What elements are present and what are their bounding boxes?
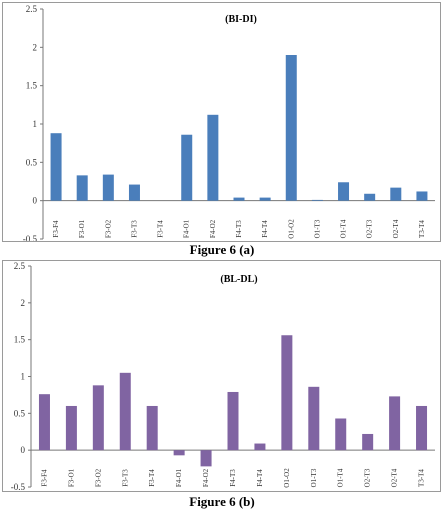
x-tick-label: O1-T3 xyxy=(310,468,318,487)
bar xyxy=(76,175,88,201)
bar xyxy=(233,197,245,201)
x-tick-label: O1-O2 xyxy=(283,468,291,488)
y-tick-label: -0.5 xyxy=(11,482,26,491)
chart-a: -0.5 0 0.5 1 1.5 2 2.5 (BI-DI) F3-F4 F3-O1 F3-O2 F3… xyxy=(2,2,441,242)
bar xyxy=(338,182,350,201)
x-tick-label: F3-O2 xyxy=(94,468,102,487)
bar xyxy=(181,134,193,201)
y-tick-label: 0.5 xyxy=(14,408,26,418)
x-tick-label: F3-O2 xyxy=(104,219,112,238)
bar xyxy=(38,394,50,451)
x-tick-label: F3-F4 xyxy=(40,469,48,487)
y-tick-label: 2.5 xyxy=(14,261,26,271)
bar xyxy=(102,174,114,201)
x-tick-label: F3-F4 xyxy=(52,220,60,238)
chart-title: (BL-DL) xyxy=(220,274,257,285)
bar xyxy=(259,197,271,201)
bar xyxy=(285,55,297,201)
bar xyxy=(173,450,185,456)
x-tick-label: F3-T3 xyxy=(121,469,129,487)
chart-b: -0.5 0 0.5 1 1.5 2 2.5 (BL-DL) F3-F4 F3-O1 F3-O2 F3… xyxy=(2,260,441,492)
y-tick-label: 0 xyxy=(33,196,38,206)
x-tick-label: O1-T4 xyxy=(340,219,348,238)
bar xyxy=(254,443,266,451)
x-tick-label: F4-O1 xyxy=(175,468,183,487)
bar xyxy=(146,405,158,451)
bar xyxy=(128,184,140,201)
y-tick-label: 2 xyxy=(21,298,26,308)
chart-b-plot: -0.5 0 0.5 1 1.5 2 2.5 (BL-DL) F3-F4 F3-O1 F3-O2 F3… xyxy=(11,261,435,491)
chart-a-plot: -0.5 0 0.5 1 1.5 2 2.5 (BI-DI) F3-F4 F3-O1 F3-O2 F3… xyxy=(23,4,435,241)
x-tick-label: F4-T3 xyxy=(229,469,237,487)
y-tick-label: 2.5 xyxy=(26,4,38,14)
x-tick-label: F3-T4 xyxy=(157,220,165,238)
bar xyxy=(335,418,347,451)
bar xyxy=(92,385,104,451)
x-tick-label: O2-T4 xyxy=(391,468,399,487)
chart-title: (BI-DI) xyxy=(225,14,257,25)
y-tick-label: 1 xyxy=(33,119,38,129)
bar xyxy=(200,450,212,467)
bar xyxy=(416,405,428,451)
figure-caption-b: Figure 6 (b) xyxy=(189,494,255,509)
bar xyxy=(416,191,428,201)
bar xyxy=(362,433,374,451)
y-tick-label: -0.5 xyxy=(23,234,38,241)
x-tick-label: O2-T4 xyxy=(392,219,400,238)
bar xyxy=(281,335,293,451)
x-tick-label: O1-T4 xyxy=(337,468,345,487)
bar xyxy=(50,133,62,201)
bar xyxy=(207,114,219,201)
bar xyxy=(390,187,402,201)
x-tick-label: F3-O1 xyxy=(78,219,86,238)
bar xyxy=(389,396,401,451)
y-tick-label: 1.5 xyxy=(26,81,38,91)
figure-caption-a: Figure 6 (a) xyxy=(189,242,255,257)
bar xyxy=(311,199,323,201)
bar xyxy=(364,193,376,201)
x-tick-label: O1-O2 xyxy=(287,219,295,239)
y-tick-label: 0 xyxy=(21,445,26,455)
bar xyxy=(308,386,320,451)
x-tick-label: F3-T4 xyxy=(148,469,156,487)
y-tick-label: 1 xyxy=(21,372,26,382)
y-tick-label: 1.5 xyxy=(14,335,26,345)
bar xyxy=(65,405,77,451)
x-tick-label: F4-O1 xyxy=(183,219,191,238)
x-tick-label: F3-O1 xyxy=(67,468,75,487)
x-tick-label: T3-T4 xyxy=(418,469,426,487)
x-tick-label: F4-O2 xyxy=(202,468,210,487)
x-tick-label: T3-T4 xyxy=(418,220,426,238)
y-tick-label: 0.5 xyxy=(26,157,38,167)
x-tick-label: F4-T4 xyxy=(261,220,269,238)
bar xyxy=(227,391,239,451)
x-tick-label: F4-O2 xyxy=(209,219,217,238)
x-tick-label: O1-T3 xyxy=(313,219,321,238)
bar xyxy=(119,372,131,451)
x-tick-label: F4-T4 xyxy=(256,469,264,487)
y-tick-label: 2 xyxy=(33,42,38,52)
x-tick-label: F4-T3 xyxy=(235,220,243,238)
x-tick-label: F3-T3 xyxy=(130,220,138,238)
x-tick-label: O2-T3 xyxy=(364,468,372,487)
x-tick-label: O2-T3 xyxy=(366,219,374,238)
